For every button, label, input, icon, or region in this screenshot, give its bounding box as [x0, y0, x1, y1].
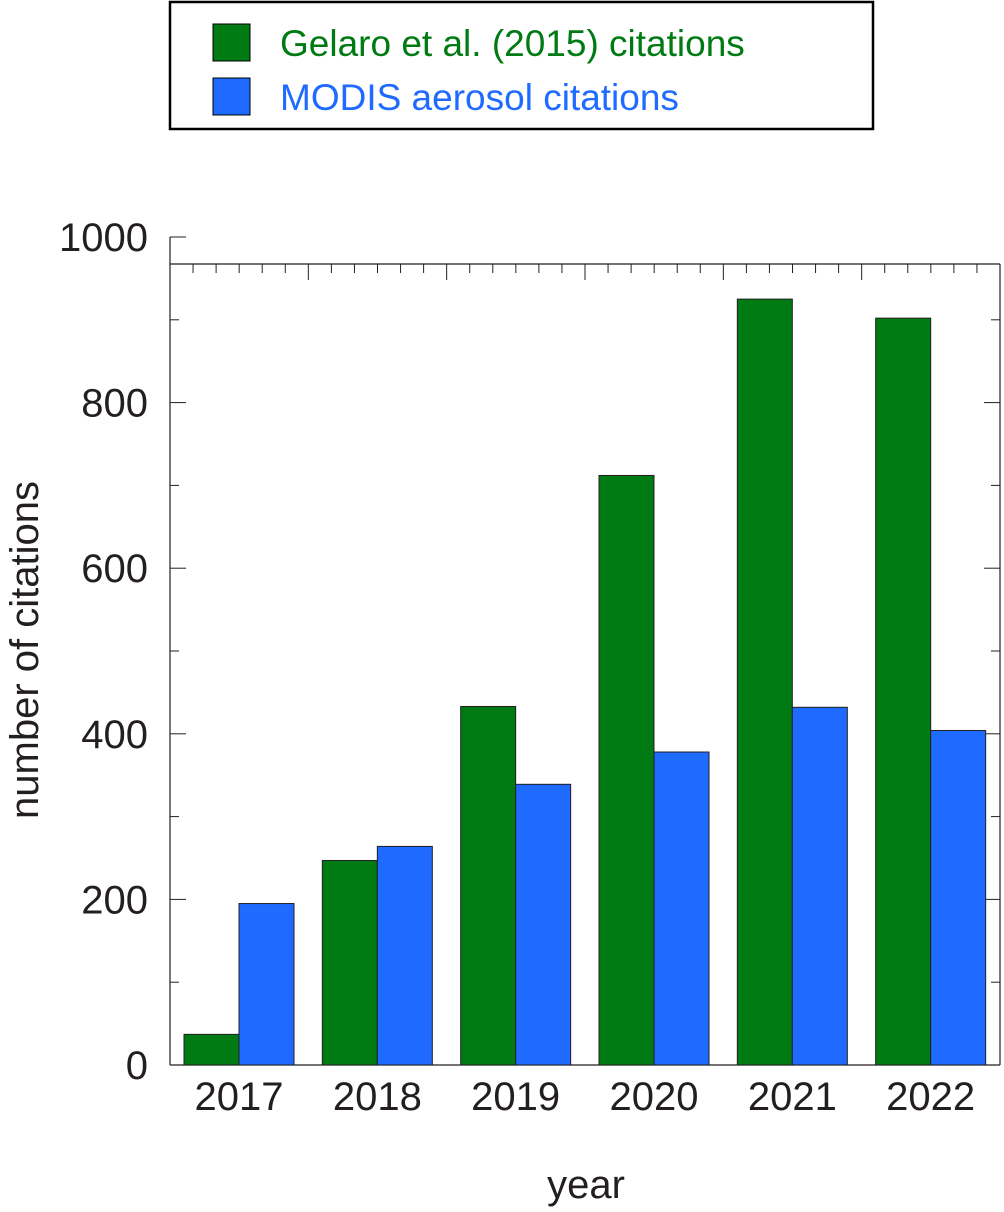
y-tick-label-600: 600: [81, 547, 148, 591]
bar-modis-2021: [791, 706, 848, 1066]
bar-modis-2022: [930, 729, 987, 1066]
bar-gelaro-2022: [875, 317, 932, 1066]
x-tick-label-2019: 2019: [471, 1075, 560, 1119]
bar-gelaro-2019: [460, 705, 517, 1066]
y-tick-label-800: 800: [81, 382, 148, 426]
bar-modis-2019: [515, 783, 572, 1066]
x-tick-label-2018: 2018: [333, 1075, 422, 1119]
x-tick-label-2017: 2017: [195, 1075, 284, 1119]
bar-modis-2020: [653, 751, 710, 1066]
y-tick-labels: 0 200 400 600 800 1000: [59, 216, 148, 1088]
y-tick-label-0: 0: [126, 1044, 148, 1088]
x-tick-label-2021: 2021: [748, 1075, 837, 1119]
x-tick-labels: 2017 2018 2019 2020 2021 2022: [195, 1075, 976, 1119]
bar-gelaro-2018: [321, 859, 378, 1066]
bar-modis-2017: [238, 903, 295, 1066]
legend-label-modis: MODIS aerosol citations: [280, 77, 679, 118]
bar-gelaro-2017: [183, 1033, 240, 1066]
legend-label-gelaro: Gelaro et al. (2015) citations: [280, 23, 745, 64]
legend-swatch-modis: [212, 77, 251, 116]
y-tick-label-200: 200: [81, 878, 148, 922]
y-axis-title: number of citations: [3, 481, 47, 819]
legend-box: [168, 0, 875, 131]
x-axis-title: year: [547, 1163, 625, 1207]
bars: [183, 298, 987, 1066]
minor-ticks: [169, 236, 1001, 1066]
y-tick-label-400: 400: [81, 713, 148, 757]
x-tick-label-2020: 2020: [610, 1075, 699, 1119]
bar-gelaro-2021: [736, 298, 793, 1066]
y-tick-label-1000: 1000: [59, 216, 148, 260]
bar-gelaro-2020: [598, 474, 655, 1066]
x-tick-label-2022: 2022: [886, 1075, 975, 1119]
legend-swatch-gelaro: [212, 23, 251, 62]
legend: Gelaro et al. (2015) citations MODIS aer…: [168, 0, 875, 131]
bar-modis-2018: [376, 845, 433, 1066]
